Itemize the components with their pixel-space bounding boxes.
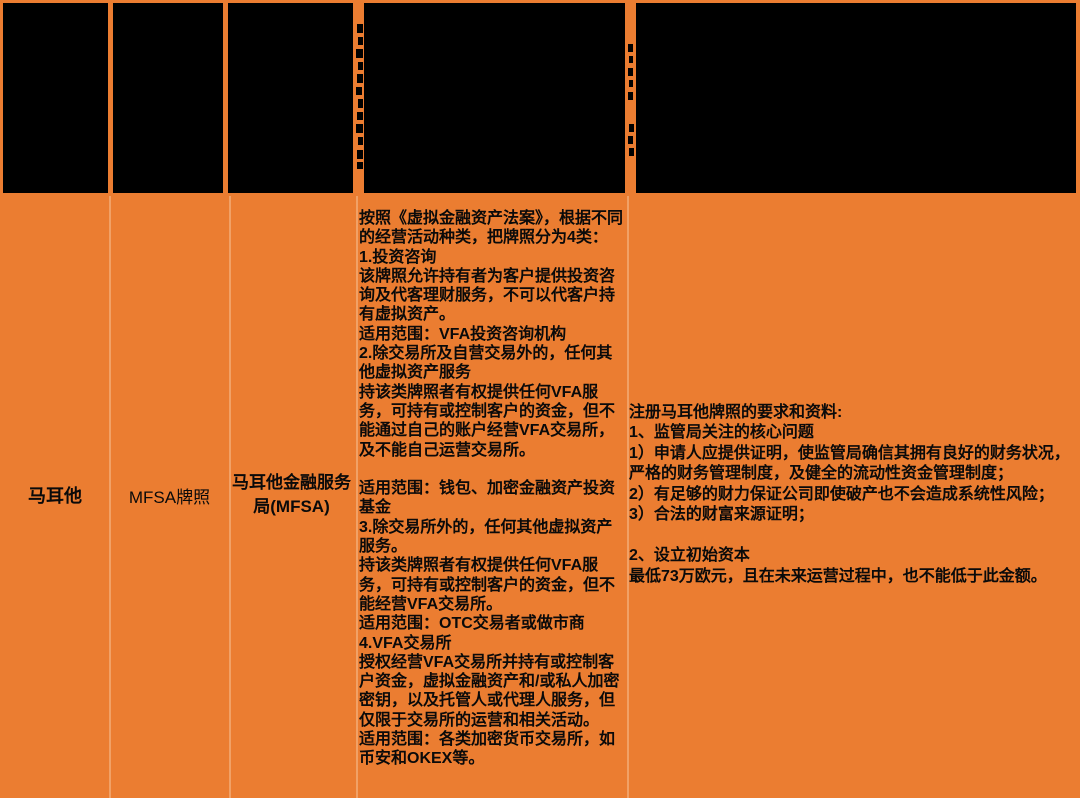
header-cell-blackout-regulator xyxy=(228,3,353,193)
cell-requirements: 注册马耳他牌照的要求和资料: 1、监管局关注的核心问题 1）申请人应提供证明，使… xyxy=(629,200,1080,790)
text-artifact xyxy=(628,68,633,76)
column-divider xyxy=(229,196,231,798)
text-artifact xyxy=(356,124,363,133)
cell-country: 马耳他 xyxy=(28,486,82,506)
text-artifact xyxy=(629,56,633,63)
text-artifact xyxy=(628,136,633,144)
text-artifact xyxy=(628,44,633,52)
cell-license-name: MFSA牌照 xyxy=(128,487,211,507)
text-artifact xyxy=(357,74,363,83)
text-artifact xyxy=(629,148,634,156)
text-artifact xyxy=(358,62,363,70)
text-artifact xyxy=(358,137,363,145)
text-artifact xyxy=(628,92,633,100)
header-cell-blackout-license xyxy=(113,3,223,193)
column-divider xyxy=(109,196,111,798)
text-artifact xyxy=(629,124,634,132)
column-divider xyxy=(356,196,358,798)
text-artifact xyxy=(357,162,363,169)
header-cell-blackout-country xyxy=(3,3,108,193)
text-artifact xyxy=(358,99,363,108)
text-artifact xyxy=(357,112,363,120)
text-artifact xyxy=(356,49,363,58)
column-divider xyxy=(627,196,629,798)
text-artifact xyxy=(629,80,633,87)
cell-regulator: 马耳他金融服务局(MFSA) xyxy=(232,473,351,516)
cell-license-types: 按照《虚拟金融资产法案》，根据不同的经营活动种类，把牌照分为4类： 1.投资咨询… xyxy=(359,210,624,768)
header-cell-blackout-requirements xyxy=(636,3,1076,193)
text-artifact xyxy=(357,24,363,33)
text-artifact xyxy=(357,150,363,159)
header-cell-blackout-license-types xyxy=(364,3,625,193)
text-artifact xyxy=(356,87,362,95)
requirements-text: 注册马耳他牌照的要求和资料: 1、监管局关注的核心问题 1）申请人应提供证明，使… xyxy=(629,403,1070,585)
text-artifact xyxy=(358,37,363,45)
